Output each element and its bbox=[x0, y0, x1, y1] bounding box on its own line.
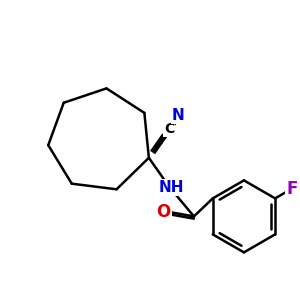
Text: O: O bbox=[156, 202, 170, 220]
Text: N: N bbox=[172, 107, 184, 122]
Text: C: C bbox=[164, 122, 174, 136]
Text: NH: NH bbox=[159, 180, 184, 195]
Text: F: F bbox=[287, 180, 298, 198]
